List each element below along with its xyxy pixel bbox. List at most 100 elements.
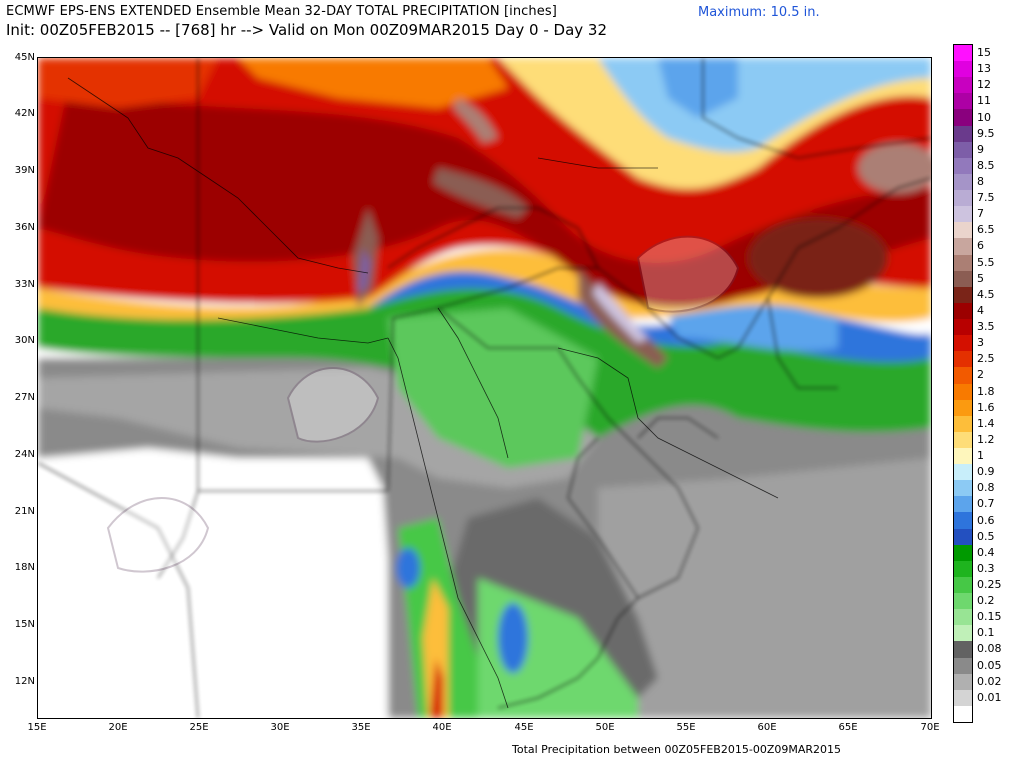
legend-label: 0.3 — [977, 561, 995, 575]
legend-label: 5 — [977, 271, 984, 285]
legend-swatch — [954, 641, 972, 658]
legend-label: 11 — [977, 94, 991, 108]
lon-label: 20E — [108, 722, 128, 733]
legend-label: 0.01 — [977, 690, 1002, 704]
legend-label: 7.5 — [977, 191, 995, 205]
legend-label: 0.08 — [977, 642, 1002, 656]
legend-swatch — [954, 431, 972, 449]
legend-swatch — [954, 560, 972, 578]
legend-label: 0.6 — [977, 513, 995, 527]
legend-swatch — [954, 496, 972, 513]
lon-label: 50E — [595, 722, 615, 733]
lat-label: 15N — [14, 619, 35, 630]
legend-swatch — [954, 657, 972, 675]
legend-swatch — [954, 270, 972, 288]
lon-label: 60E — [757, 722, 777, 733]
legend-label: 0.02 — [977, 674, 1002, 688]
lat-label: 45N — [14, 52, 35, 63]
legend-swatch — [954, 367, 972, 384]
legend-label: 4 — [977, 303, 984, 317]
legend-swatch — [954, 77, 972, 94]
legend-swatch — [954, 93, 972, 110]
legend-swatch — [954, 480, 972, 497]
legend-label: 0.1 — [977, 626, 995, 640]
legend-label: 13 — [977, 62, 991, 76]
legend-label: 6 — [977, 239, 984, 253]
lat-label: 42N — [14, 108, 35, 119]
chart-subtitle: Init: 00Z05FEB2015 -- [768] hr --> Valid… — [6, 21, 608, 39]
legend-swatch — [954, 109, 972, 127]
legend-label: 0.9 — [977, 465, 995, 479]
legend-label: 1.2 — [977, 432, 995, 446]
legend-swatch — [954, 576, 972, 594]
lat-label: 21N — [14, 506, 35, 517]
lon-label: 45E — [514, 722, 534, 733]
legend-swatch — [954, 319, 972, 336]
legend-label: 7 — [977, 207, 984, 221]
legend-label: 8.5 — [977, 158, 995, 172]
legend-swatch — [954, 673, 972, 691]
legend-swatch — [954, 286, 972, 304]
legend-swatch — [954, 302, 972, 320]
legend-label: 12 — [977, 78, 991, 92]
legend-swatch — [954, 206, 972, 223]
legend-swatch — [954, 335, 972, 352]
legend-label: 0.7 — [977, 497, 995, 511]
lon-label: 30E — [270, 722, 290, 733]
legend-swatch — [954, 415, 972, 433]
legend-label: 0.8 — [977, 481, 995, 495]
legend-label: 10 — [977, 110, 991, 124]
legend-label: 9 — [977, 142, 984, 156]
legend-swatch — [954, 512, 972, 530]
legend-label: 0.15 — [977, 610, 1002, 624]
chart-title: ECMWF EPS-ENS EXTENDED Ensemble Mean 32-… — [6, 4, 557, 19]
legend-label: 0.25 — [977, 577, 1002, 591]
lon-label: 65E — [838, 722, 858, 733]
legend-label: 0.05 — [977, 658, 1002, 672]
legend-label: 0.4 — [977, 545, 995, 559]
legend-swatch — [954, 593, 972, 610]
legend-label: 6.5 — [977, 223, 995, 237]
lon-label: 15E — [27, 722, 47, 733]
lat-label: 39N — [14, 165, 35, 176]
legend-label: 2 — [977, 368, 984, 382]
legend-swatch — [954, 222, 972, 239]
legend-label: 3 — [977, 336, 984, 350]
legend-swatch — [954, 625, 972, 642]
legend-label: 8 — [977, 175, 984, 188]
lat-label: 33N — [14, 279, 35, 290]
legend-swatch — [954, 190, 972, 207]
legend-label: 1.6 — [977, 400, 995, 414]
color-legend — [953, 44, 973, 723]
legend-swatch — [954, 447, 972, 465]
lat-label: 30N — [14, 335, 35, 346]
legend-label: 0.5 — [977, 529, 995, 543]
map-footer: Total Precipitation between 00Z05FEB2015… — [512, 743, 842, 756]
legend-swatch — [954, 173, 972, 191]
lon-label: 55E — [676, 722, 696, 733]
legend-label: 1.8 — [977, 384, 995, 398]
legend-swatch — [954, 609, 972, 626]
lat-label: 12N — [14, 676, 35, 687]
legend-swatch — [954, 705, 972, 723]
legend-swatch — [954, 141, 972, 159]
legend-label: 1 — [977, 449, 984, 463]
legend-label: 9.5 — [977, 126, 995, 140]
legend-label: 5.5 — [977, 255, 995, 269]
lon-label: 35E — [351, 722, 371, 733]
precipitation-map — [37, 57, 932, 719]
legend-label: 4.5 — [977, 287, 995, 301]
lat-label: 27N — [14, 392, 35, 403]
lat-label: 24N — [14, 449, 35, 460]
legend-swatch — [954, 61, 972, 78]
lat-label: 36N — [14, 222, 35, 233]
legend-swatch — [954, 464, 972, 481]
lat-label: 18N — [14, 562, 35, 573]
legend-swatch — [954, 689, 972, 707]
maximum-value: Maximum: 10.5 in. — [698, 5, 820, 20]
legend-swatch — [954, 544, 972, 562]
legend-swatch — [954, 157, 972, 175]
legend-swatch — [954, 254, 972, 272]
legend-label: 15 — [977, 46, 991, 60]
lon-label: 40E — [432, 722, 452, 733]
